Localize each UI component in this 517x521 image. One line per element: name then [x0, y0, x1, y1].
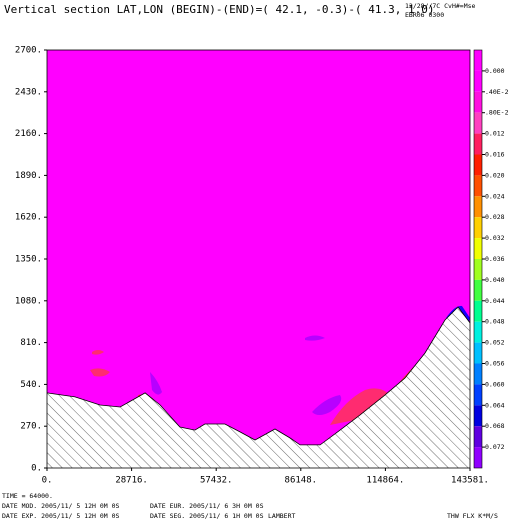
- colorbar-tick-label: 0.064: [485, 401, 505, 409]
- x-tick-label: 0.: [42, 476, 53, 486]
- footer-text: LAMBERT: [268, 512, 295, 520]
- colorbar-band: [474, 321, 482, 343]
- colorbar-band: [474, 50, 482, 71]
- x-tick-label: 86148.: [285, 476, 318, 486]
- colorbar-tick-label: 0.044: [485, 297, 505, 305]
- colorbar-band: [474, 217, 482, 239]
- y-tick-label: 1890.: [15, 171, 42, 181]
- colorbar-band: [474, 196, 482, 218]
- terrain-fill: [47, 307, 470, 468]
- colorbar-tick-label: .40E-2: [485, 88, 509, 96]
- y-tick-label: 810.: [20, 338, 42, 348]
- colorbar-band: [474, 259, 482, 280]
- corner-label: EBR06 0300: [405, 11, 444, 19]
- y-tick-label: 2700.: [15, 46, 42, 56]
- colorbar-tick-label: 0.024: [485, 192, 505, 200]
- colorbar-tick-label: 0.032: [485, 234, 505, 242]
- y-tick-label: 2430.: [15, 87, 42, 97]
- plot-area: 0. 270. 540. 810. 1080. 1350. 1620. 1890. 2160. 2…: [15, 46, 509, 486]
- colorbar-tick-label: 0.028: [485, 213, 505, 221]
- colorbar-band: [474, 91, 482, 113]
- x-tick-label: 143581.: [451, 476, 489, 486]
- y-tick-label: 540.: [20, 380, 42, 390]
- footer-text: DATE SEG. 2005/11/ 6 1H 0M 0S: [150, 512, 264, 520]
- footer-text: DATE MOD. 2005/11/ 5 12H 0M 0S: [2, 502, 119, 510]
- footer-text: DATE EUR. 2005/11/ 6 3H 0M 0S: [150, 502, 264, 510]
- colorbar-band: [474, 175, 482, 197]
- contour-region: [305, 335, 325, 341]
- colorbar-tick-label: 0.012: [485, 130, 505, 138]
- y-tick-label: 1080.: [15, 296, 42, 306]
- contour-region: [90, 368, 110, 377]
- footer-text: TIME = 64000.: [2, 492, 53, 500]
- colorbar-band: [474, 133, 482, 155]
- colorbar-tick-label: 0.060: [485, 380, 505, 388]
- colorbar-band: [474, 238, 482, 259]
- y-tick-label: 2160.: [15, 129, 42, 139]
- x-tick-label: 28716.: [115, 476, 148, 486]
- contour-region: [92, 350, 104, 355]
- colorbar-tick-label: .80E-2: [485, 109, 509, 117]
- colorbar-band: [474, 70, 482, 92]
- colorbar-tick-label: 0.056: [485, 360, 505, 368]
- colorbar-tick-label: 0.052: [485, 339, 505, 347]
- colorbar-tick-label: 0.040: [485, 276, 505, 284]
- colorbar-band: [474, 112, 482, 134]
- y-tick-label: 270.: [20, 422, 42, 432]
- y-tick-label: 1350.: [15, 255, 42, 265]
- terrain-line: [46, 306, 471, 446]
- colorbar-band: [474, 405, 482, 427]
- colorbar-band: [474, 300, 482, 322]
- footer-text: THW FLX K*M/S: [447, 512, 498, 520]
- colorbar-band: [474, 154, 482, 176]
- colorbar-tick-label: 0.036: [485, 255, 505, 263]
- contour-region: [330, 388, 390, 425]
- colorbar-tick-label: 0.068: [485, 422, 505, 430]
- contour-region: [312, 395, 342, 415]
- colorbar-band: [474, 279, 482, 301]
- colorbar-tick-label: 0.000: [485, 67, 505, 75]
- colorbar-tick-label: 0.048: [485, 318, 505, 326]
- x-tick-label: 57432.: [200, 476, 233, 486]
- chart-title: Vertical section LAT,LON (BEGIN)-(END)=(…: [4, 3, 434, 16]
- colorbar-band: [474, 363, 482, 385]
- colorbar-tick-label: 0.072: [485, 443, 505, 451]
- colorbar-band: [474, 426, 482, 448]
- colorbar-band: [474, 447, 482, 468]
- y-tick-label: 0.: [31, 464, 42, 474]
- y-tick-label: 1620.: [15, 213, 42, 223]
- contour-region: [150, 372, 162, 395]
- corner-label: 12/28//7C CvH#=Mse: [405, 2, 476, 10]
- colorbar-tick-label: 0.020: [485, 171, 505, 179]
- x-tick-label: 114864.: [366, 476, 404, 486]
- footer-text: DATE EXP. 2005/11/ 5 12H 0M 0S: [2, 512, 119, 520]
- colorbar-band: [474, 342, 482, 364]
- colorbar-band: [474, 384, 482, 406]
- colorbar-tick-label: 0.016: [485, 151, 505, 159]
